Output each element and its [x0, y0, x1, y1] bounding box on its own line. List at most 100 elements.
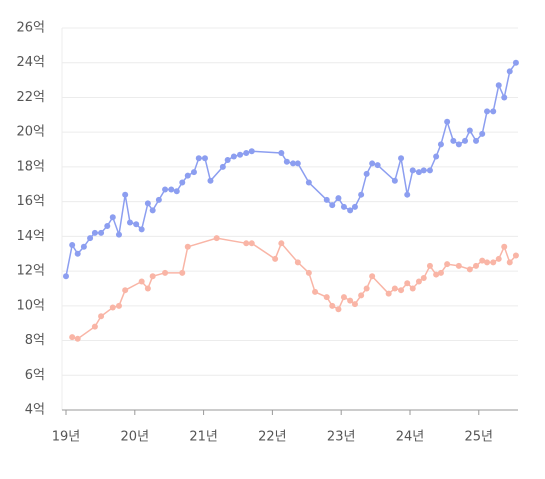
y-tick-label: 16억	[16, 194, 45, 209]
point	[323, 294, 330, 301]
point	[363, 170, 370, 177]
point	[420, 167, 427, 174]
point	[91, 229, 98, 236]
y-tick-label: 12억	[16, 264, 45, 279]
point	[109, 304, 116, 311]
y-tick-label: 20억	[16, 125, 45, 140]
point	[126, 219, 133, 226]
point	[179, 269, 186, 276]
point	[237, 151, 244, 158]
point	[466, 127, 473, 134]
point	[484, 108, 491, 115]
point	[501, 243, 508, 250]
point	[420, 275, 427, 282]
point	[144, 200, 151, 207]
point	[466, 266, 473, 273]
point	[179, 179, 186, 186]
point	[335, 306, 342, 313]
series-line	[71, 237, 517, 340]
point	[426, 262, 433, 269]
point	[219, 163, 226, 170]
point	[444, 118, 451, 125]
point	[415, 169, 422, 176]
point	[201, 155, 208, 162]
point	[138, 278, 145, 285]
point	[426, 167, 433, 174]
point	[63, 273, 69, 280]
point	[391, 177, 398, 184]
y-tick-label: 6억	[25, 368, 45, 383]
x-tick-label: 24년	[396, 430, 425, 445]
point	[155, 196, 162, 203]
x-tick-label: 20년	[121, 430, 150, 445]
x-tick-label: 21년	[189, 430, 218, 445]
point	[473, 262, 480, 269]
point	[455, 141, 462, 148]
point	[335, 195, 342, 202]
point	[312, 288, 319, 295]
point	[168, 186, 175, 193]
point	[272, 255, 279, 262]
point	[374, 162, 381, 169]
point	[69, 334, 76, 341]
point	[243, 240, 250, 247]
series	[63, 59, 519, 280]
y-tick-label: 18억	[16, 159, 45, 174]
point	[479, 257, 486, 264]
point	[162, 186, 169, 193]
point	[512, 252, 519, 259]
point	[190, 169, 197, 176]
point	[115, 231, 122, 238]
point	[173, 188, 180, 195]
x-tick-label: 19년	[52, 430, 81, 445]
y-tick-label: 8억	[25, 333, 45, 348]
point	[294, 160, 301, 167]
point	[329, 302, 336, 309]
point	[207, 177, 214, 184]
point	[404, 280, 411, 287]
point	[437, 269, 444, 276]
point	[144, 285, 151, 292]
point	[290, 160, 297, 167]
point	[495, 255, 502, 262]
point	[409, 167, 416, 174]
point	[184, 243, 191, 250]
point	[351, 301, 358, 308]
y-tick-label: 4억	[25, 403, 45, 418]
point	[462, 137, 469, 144]
point	[455, 262, 462, 269]
point	[358, 191, 365, 198]
x-tick-label: 22년	[258, 430, 287, 445]
point	[444, 261, 451, 268]
point	[87, 235, 94, 242]
point	[363, 285, 370, 292]
point	[495, 82, 502, 89]
point	[149, 273, 156, 280]
point	[278, 150, 285, 157]
point	[512, 59, 519, 66]
y-tick-label: 24억	[16, 55, 45, 70]
point	[91, 323, 98, 330]
point	[450, 137, 457, 144]
y-tick-label: 26억	[16, 21, 45, 36]
x-tick-label: 25년	[465, 430, 494, 445]
point	[109, 214, 116, 221]
point	[278, 240, 285, 247]
point	[391, 285, 398, 292]
point	[162, 269, 169, 276]
point	[340, 294, 347, 301]
x-tick-label: 23년	[327, 430, 356, 445]
point	[224, 156, 231, 163]
point	[248, 148, 255, 155]
point	[138, 226, 145, 233]
point	[80, 243, 87, 250]
point	[243, 150, 250, 157]
point	[122, 191, 129, 198]
point	[149, 207, 156, 214]
point	[98, 313, 105, 320]
point	[195, 155, 202, 162]
point	[479, 130, 486, 137]
point	[473, 137, 480, 144]
y-tick-label: 14억	[16, 229, 45, 244]
y-tick-label: 22억	[16, 90, 45, 105]
